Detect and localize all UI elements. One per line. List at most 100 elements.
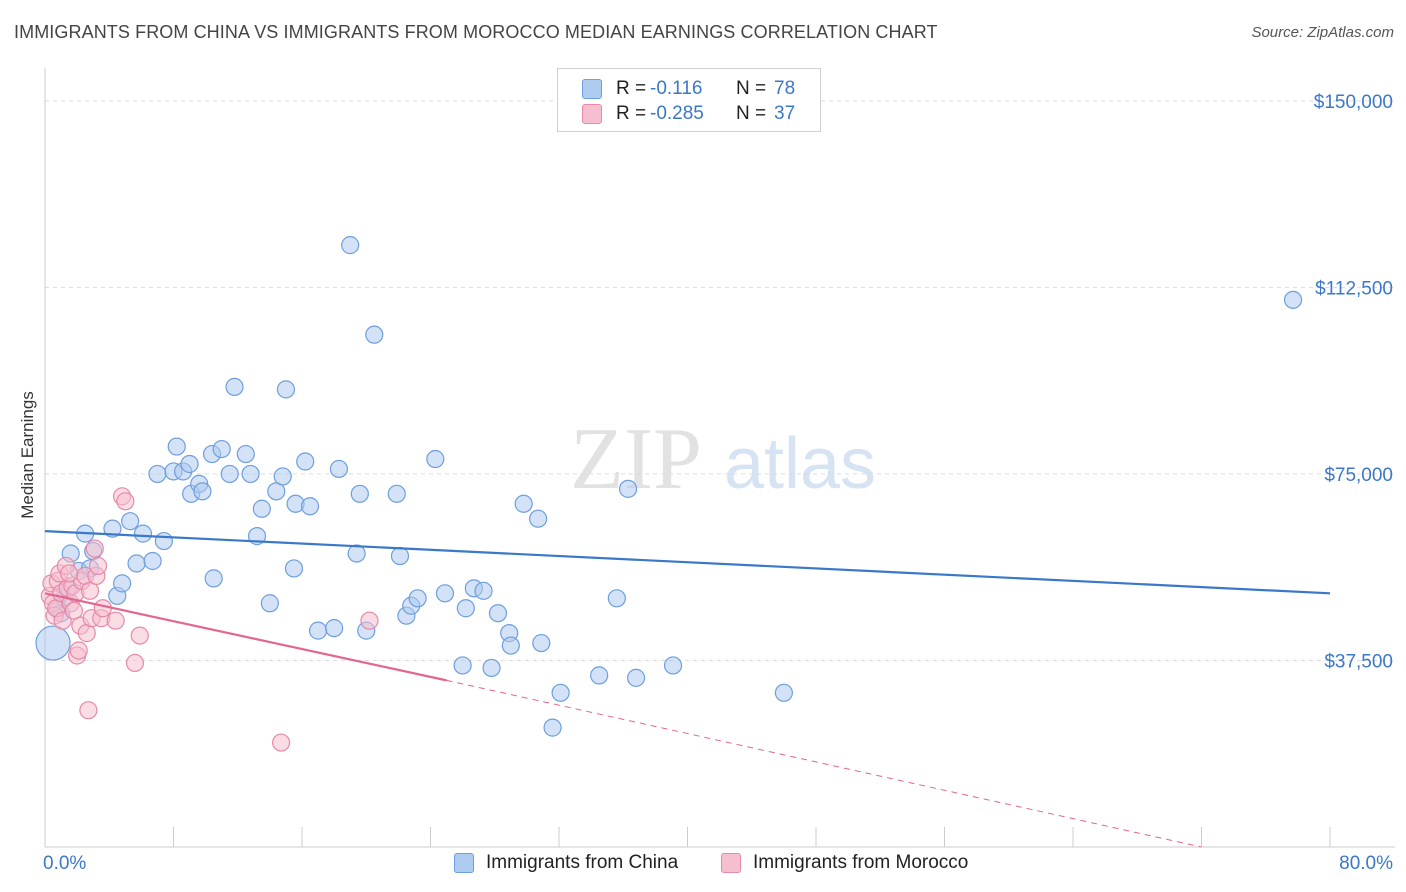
data-point <box>225 377 244 396</box>
data-point <box>204 569 223 588</box>
data-point <box>212 439 231 459</box>
legend-n-label: N = <box>736 103 767 124</box>
data-point <box>663 656 683 675</box>
data-point <box>543 718 562 737</box>
source-label: Source: ZipAtlas.com <box>1251 24 1394 41</box>
data-point <box>35 625 71 661</box>
bottom-legend-morocco[interactable]: Immigrants from Morocco <box>721 852 968 874</box>
data-point <box>252 499 271 518</box>
y-tick-label: $75,000 <box>1324 465 1393 486</box>
data-point <box>272 733 291 752</box>
data-point <box>488 604 508 623</box>
legend-row-china: R = -0.116 N = 78 <box>582 77 795 101</box>
data-point <box>529 509 548 528</box>
legend-row-morocco: R = -0.285 N = 37 <box>582 102 795 126</box>
data-point <box>296 452 315 471</box>
data-point <box>148 464 167 484</box>
data-point <box>590 666 609 685</box>
data-point <box>85 539 104 558</box>
data-point <box>453 656 472 675</box>
y-tick-label: $37,500 <box>1324 651 1393 672</box>
x-tick-label: 80.0% <box>1339 853 1393 874</box>
data-point <box>482 658 501 678</box>
data-point <box>408 589 427 608</box>
data-point <box>341 236 360 255</box>
data-point <box>133 524 153 543</box>
y-tick-label: $112,500 <box>1315 278 1393 299</box>
legend-n-value: 37 <box>774 103 796 124</box>
data-point <box>426 449 445 469</box>
data-point <box>273 467 292 486</box>
data-point <box>390 546 410 566</box>
data-point <box>387 484 406 503</box>
trend-line-morocco <box>44 592 447 682</box>
bottom-legend-label-morocco: Immigrants from Morocco <box>753 852 969 873</box>
data-point <box>300 497 320 516</box>
data-point <box>79 701 98 720</box>
data-point <box>193 482 212 501</box>
trend-line-morocco-extension <box>446 679 1202 848</box>
data-point <box>551 683 570 702</box>
data-point <box>360 611 379 630</box>
legend-box: R = -0.116 N = 78 R = -0.285 N = 37 <box>557 68 821 132</box>
data-point <box>607 589 626 608</box>
data-point <box>308 621 328 640</box>
legend-swatch-china <box>582 79 602 99</box>
data-point <box>329 459 349 479</box>
data-point <box>125 653 145 673</box>
bottom-legend-label-china: Immigrants from China <box>486 852 679 873</box>
data-point <box>618 479 638 498</box>
data-point <box>69 641 88 660</box>
data-point <box>127 554 146 573</box>
trend-line-china <box>44 530 1331 595</box>
data-point <box>260 594 279 613</box>
y-tick-label: $150,000 <box>1314 92 1393 113</box>
data-point <box>106 611 125 630</box>
data-point <box>350 484 369 503</box>
data-point <box>220 464 239 484</box>
data-point <box>325 619 344 638</box>
data-point <box>130 626 149 645</box>
chart-title: IMMIGRANTS FROM CHINA VS IMMIGRANTS FROM… <box>14 22 938 42</box>
data-point <box>474 581 493 600</box>
bottom-legend-china[interactable]: Immigrants from China <box>454 852 678 874</box>
legend-r-label: R = <box>616 78 647 99</box>
data-point <box>456 599 475 618</box>
data-point <box>103 519 122 538</box>
legend-n-value: 78 <box>774 78 796 99</box>
data-point <box>435 584 455 603</box>
series-morocco <box>40 487 379 752</box>
data-point <box>154 531 173 551</box>
watermark-zip: ZIP <box>570 411 702 508</box>
data-point <box>116 492 135 511</box>
data-point <box>626 668 646 687</box>
bottom-legend-swatch-china <box>454 853 474 873</box>
data-point <box>347 544 366 563</box>
watermark-atlas: atlas <box>724 424 876 504</box>
data-point <box>167 437 186 456</box>
legend-r-value: -0.116 <box>650 78 703 99</box>
legend-n-label: N = <box>736 78 767 99</box>
data-point <box>121 512 140 531</box>
data-point <box>236 444 255 464</box>
data-point <box>59 564 79 583</box>
data-point <box>284 559 304 578</box>
data-point <box>774 683 793 702</box>
data-point <box>501 636 520 655</box>
x-tick-label: 0.0% <box>43 853 86 874</box>
data-point <box>241 464 260 484</box>
bottom-legend-swatch-morocco <box>721 853 741 873</box>
data-point <box>1283 290 1303 309</box>
data-point <box>365 325 384 344</box>
data-point <box>112 574 132 593</box>
legend-r-value: -0.285 <box>650 103 704 124</box>
data-point <box>532 633 551 653</box>
data-point <box>88 556 108 576</box>
data-point <box>276 380 296 399</box>
legend-swatch-morocco <box>582 104 602 124</box>
data-point <box>180 454 199 474</box>
legend-r-label: R = <box>616 103 647 124</box>
data-point <box>143 551 162 571</box>
data-point <box>514 494 533 513</box>
